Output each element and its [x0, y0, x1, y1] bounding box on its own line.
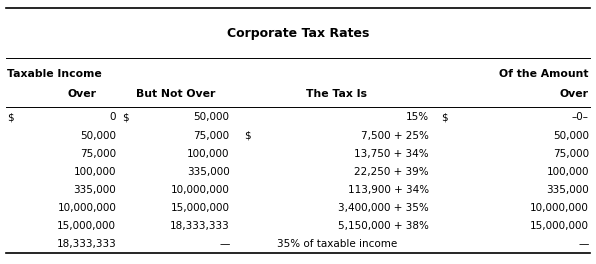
Text: 75,000: 75,000	[80, 149, 116, 159]
Text: Of the Amount: Of the Amount	[499, 69, 589, 79]
Text: $: $	[122, 112, 129, 122]
Text: 15%: 15%	[406, 112, 429, 122]
Text: 100,000: 100,000	[547, 167, 589, 177]
Text: –0–: –0–	[572, 112, 589, 122]
Text: 5,150,000 + 38%: 5,150,000 + 38%	[339, 221, 429, 231]
Text: $: $	[441, 112, 448, 122]
Text: $: $	[7, 112, 14, 122]
Text: 100,000: 100,000	[187, 149, 229, 159]
Text: 100,000: 100,000	[74, 167, 116, 177]
Text: 335,000: 335,000	[187, 167, 229, 177]
Text: 10,000,000: 10,000,000	[170, 185, 229, 195]
Text: 15,000,000: 15,000,000	[530, 221, 589, 231]
Text: 18,333,333: 18,333,333	[57, 239, 116, 249]
Text: 50,000: 50,000	[194, 112, 229, 122]
Text: —: —	[219, 239, 229, 249]
Text: 3,400,000 + 35%: 3,400,000 + 35%	[339, 203, 429, 213]
Text: 22,250 + 39%: 22,250 + 39%	[355, 167, 429, 177]
Text: 335,000: 335,000	[73, 185, 116, 195]
Text: 18,333,333: 18,333,333	[170, 221, 229, 231]
Text: 35% of taxable income: 35% of taxable income	[277, 239, 397, 249]
Text: 50,000: 50,000	[553, 131, 589, 140]
Text: 113,900 + 34%: 113,900 + 34%	[348, 185, 429, 195]
Text: 15,000,000: 15,000,000	[170, 203, 229, 213]
Text: 75,000: 75,000	[193, 131, 229, 140]
Text: 13,750 + 34%: 13,750 + 34%	[355, 149, 429, 159]
Text: 10,000,000: 10,000,000	[530, 203, 589, 213]
Text: Over: Over	[67, 89, 96, 99]
Text: —: —	[579, 239, 589, 249]
Text: Corporate Tax Rates: Corporate Tax Rates	[227, 26, 369, 40]
Text: $: $	[244, 131, 251, 140]
Text: The Tax Is: The Tax Is	[306, 89, 367, 99]
Text: 7,500 + 25%: 7,500 + 25%	[361, 131, 429, 140]
Text: But Not Over: But Not Over	[136, 89, 216, 99]
Text: 75,000: 75,000	[552, 149, 589, 159]
Text: Over: Over	[560, 89, 589, 99]
Text: 335,000: 335,000	[546, 185, 589, 195]
Text: Taxable Income: Taxable Income	[7, 69, 102, 79]
Text: 10,000,000: 10,000,000	[57, 203, 116, 213]
Text: 50,000: 50,000	[80, 131, 116, 140]
Text: 0: 0	[110, 112, 116, 122]
Text: 15,000,000: 15,000,000	[57, 221, 116, 231]
